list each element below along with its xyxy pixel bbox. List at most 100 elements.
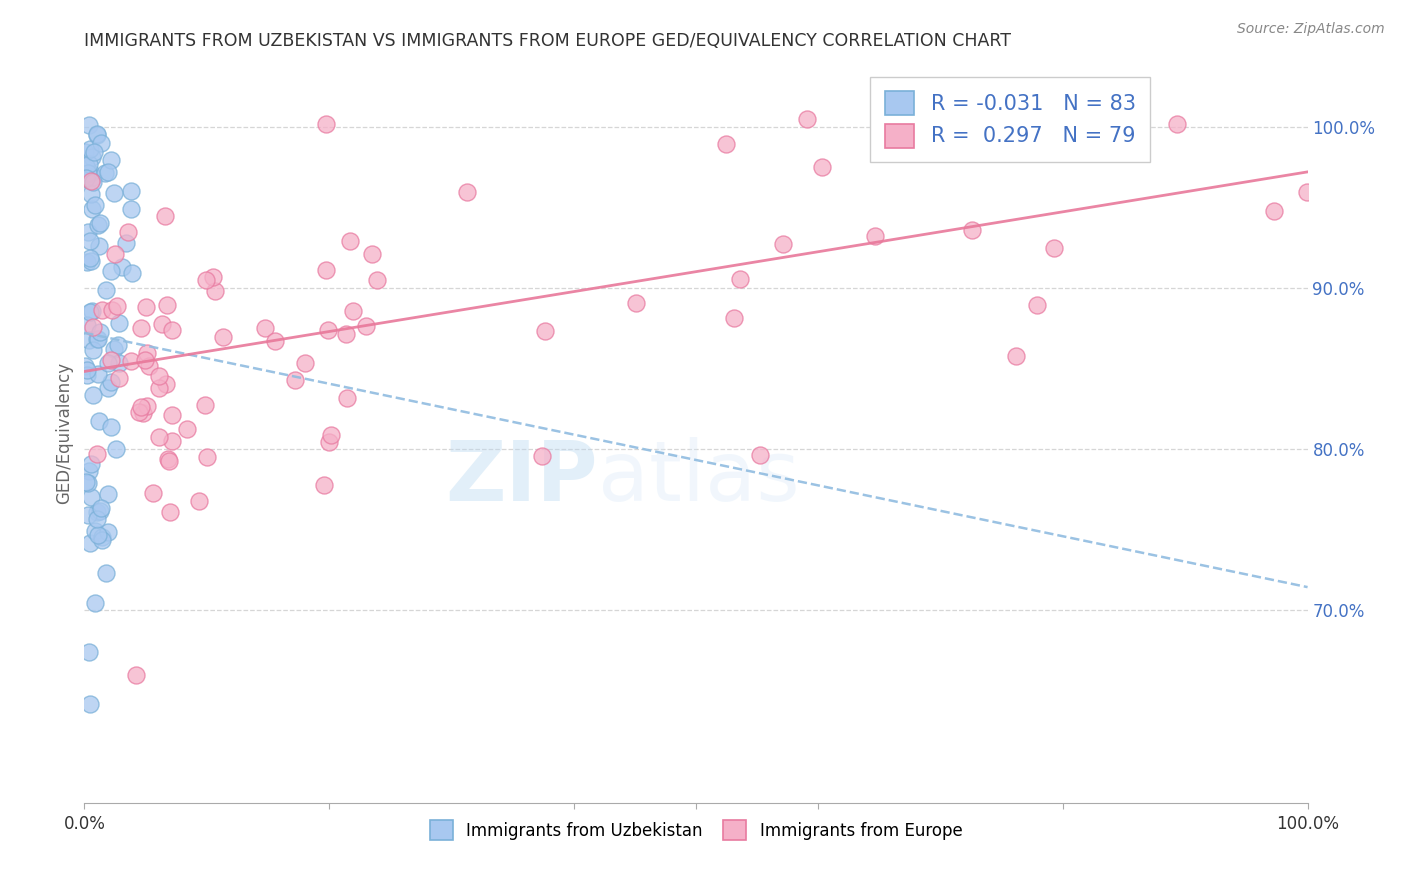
Point [94, 566, 117, 581]
Point [197, 450, 219, 464]
Point [82, 388, 104, 402]
Point [77, 508, 100, 522]
Point [159, 505, 181, 519]
Point [80, 166, 103, 180]
Point [264, 334, 287, 349]
Point [136, 399, 159, 413]
Point [714, 136, 737, 151]
Point [87, 528, 110, 542]
Point [211, 330, 233, 344]
Point [86, 505, 108, 519]
Point [82, 175, 104, 189]
Point [96, 525, 118, 540]
Point [76, 225, 98, 239]
Point [294, 356, 316, 370]
Point [103, 186, 125, 201]
Point [80, 174, 103, 188]
Point [79, 304, 101, 318]
Point [76, 475, 98, 490]
Point [80, 254, 103, 268]
Point [100, 376, 122, 390]
Point [86, 127, 108, 141]
Point [86, 128, 108, 142]
Point [103, 342, 125, 356]
Point [77, 464, 100, 478]
Point [86, 218, 108, 232]
Point [162, 323, 184, 337]
Point [79, 536, 101, 550]
Point [80, 186, 103, 201]
Point [335, 391, 357, 405]
Point [354, 319, 377, 334]
Point [361, 247, 384, 261]
Text: atlas: atlas [598, 436, 800, 517]
Point [77, 166, 100, 180]
Point [335, 327, 357, 342]
Point [94, 166, 117, 180]
Point [73, 359, 96, 373]
Point [90, 136, 112, 150]
Text: ZIP: ZIP [446, 436, 598, 517]
Text: Source: ZipAtlas.com: Source: ZipAtlas.com [1237, 22, 1385, 37]
Point [1043, 241, 1066, 255]
Point [160, 409, 183, 423]
Point [104, 247, 127, 261]
Point [749, 448, 772, 462]
Point [128, 405, 150, 419]
Point [129, 400, 152, 414]
Point [79, 251, 101, 265]
Point [79, 697, 101, 711]
Point [105, 299, 128, 313]
Point [77, 119, 100, 133]
Text: IMMIGRANTS FROM UZBEKISTAN VS IMMIGRANTS FROM EUROPE GED/EQUIVALENCY CORRELATION: IMMIGRANTS FROM UZBEKISTAN VS IMMIGRANTS… [84, 32, 1011, 50]
Point [87, 238, 110, 252]
Point [129, 321, 152, 335]
Point [86, 332, 108, 346]
Point [104, 442, 127, 456]
Point [120, 184, 142, 198]
Point [284, 373, 307, 387]
Point [90, 501, 112, 516]
Point [155, 376, 177, 391]
Point [76, 255, 98, 269]
Point [77, 645, 100, 659]
Point [75, 170, 97, 185]
Point [82, 343, 104, 358]
Point [75, 161, 97, 176]
Point [90, 533, 112, 547]
Point [89, 216, 111, 230]
Point [107, 338, 129, 352]
Point [100, 352, 122, 367]
Point [91, 530, 114, 544]
Point [312, 477, 335, 491]
Point [79, 234, 101, 248]
Point [108, 316, 131, 330]
Point [97, 356, 120, 370]
Point [94, 283, 117, 297]
Point [77, 157, 100, 171]
Point [194, 398, 217, 412]
Legend: Immigrants from Uzbekistan, Immigrants from Europe: Immigrants from Uzbekistan, Immigrants f… [423, 814, 969, 847]
Point [120, 202, 142, 217]
Point [157, 453, 180, 467]
Point [141, 485, 163, 500]
Point [89, 414, 111, 428]
Point [194, 273, 217, 287]
Point [97, 165, 120, 179]
Point [80, 491, 103, 505]
Point [87, 367, 110, 381]
Point [82, 169, 104, 184]
Point [86, 333, 108, 347]
Point [176, 422, 198, 436]
Point [80, 304, 103, 318]
Point [100, 264, 122, 278]
Point [1296, 186, 1319, 200]
Point [723, 310, 745, 325]
Point [728, 272, 751, 286]
Point [339, 235, 361, 249]
Point [84, 524, 107, 538]
Point [120, 354, 142, 368]
Point [148, 368, 170, 383]
Point [187, 494, 209, 508]
Point [79, 142, 101, 156]
